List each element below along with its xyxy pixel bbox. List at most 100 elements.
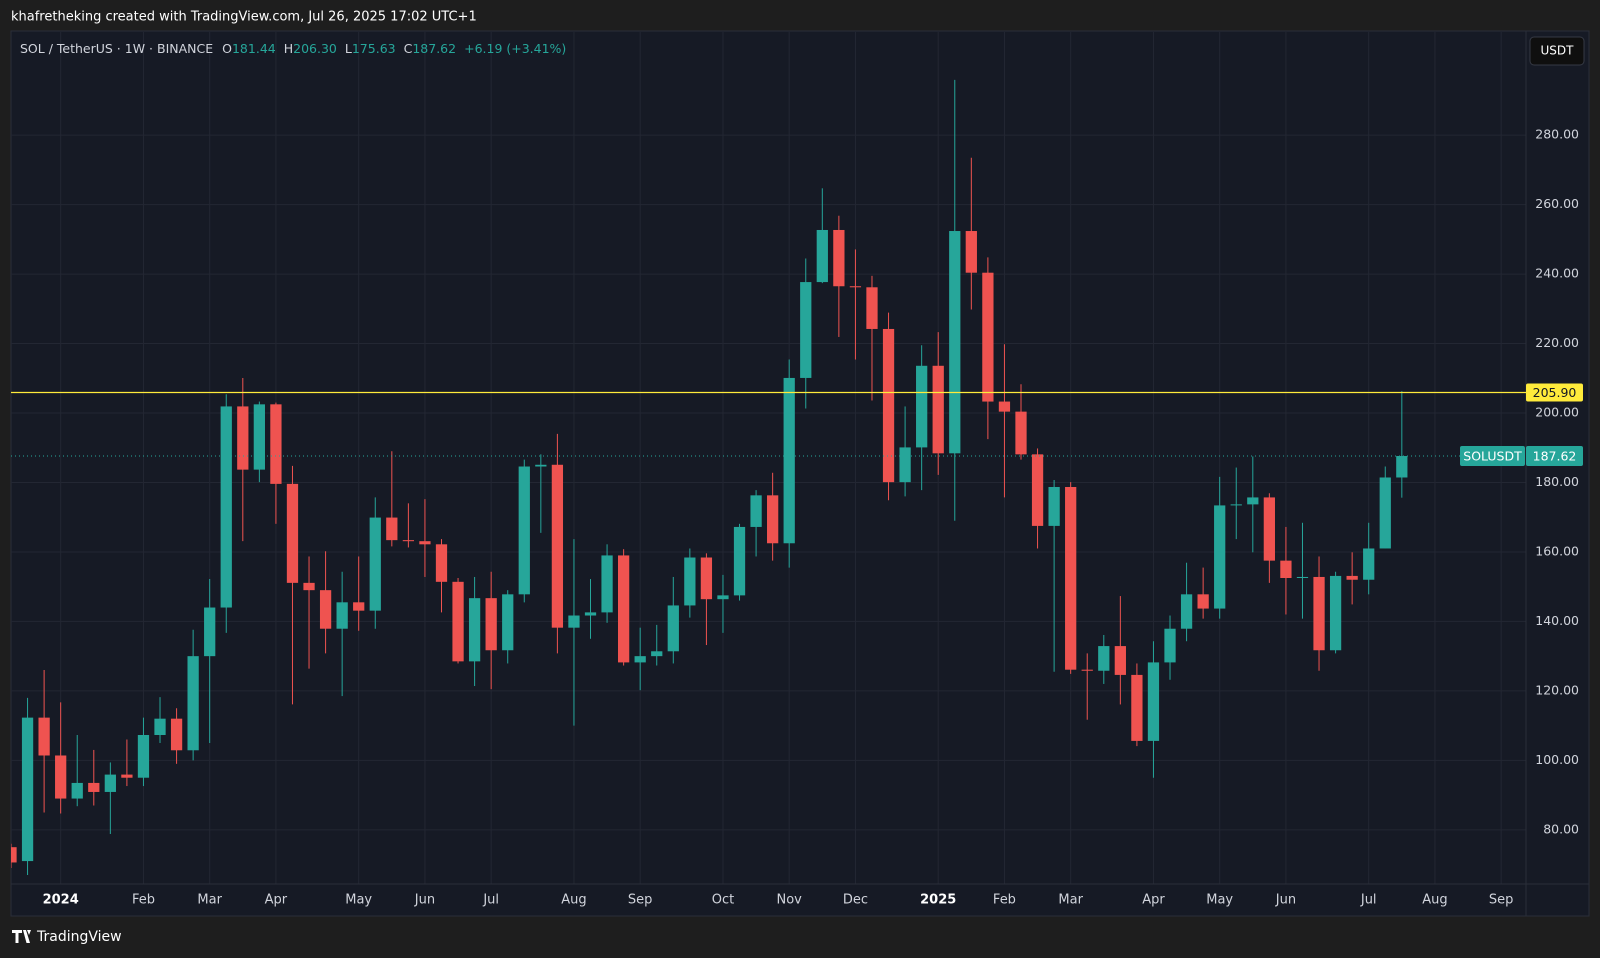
candle-body (882, 328, 895, 483)
brand: TradingView (36, 929, 122, 945)
candle-body (187, 656, 199, 751)
candle-body (767, 495, 779, 544)
candle-body (1263, 497, 1275, 561)
currency-label[interactable]: USDT (1541, 44, 1575, 58)
candle-body (1346, 575, 1358, 580)
candle-body (1396, 456, 1408, 478)
candle-body (468, 598, 481, 662)
candle-body (353, 602, 365, 611)
candle-body (104, 774, 116, 792)
candle-body (518, 466, 530, 595)
y-tick-label: 100.00 (1535, 752, 1579, 767)
candle-body (651, 651, 663, 657)
candle-body (1147, 662, 1160, 741)
x-tick-label: Aug (561, 893, 586, 908)
candle-body (1131, 674, 1143, 741)
candle-body (684, 557, 696, 606)
candle-body (1065, 487, 1077, 670)
candle-body (899, 447, 911, 483)
x-tick-label: Jun (1275, 893, 1296, 908)
candle-body (154, 718, 166, 735)
x-tick-label: Dec (843, 893, 868, 908)
candle-body (286, 483, 299, 583)
candle-body (982, 272, 994, 402)
legend-value: 181.44 (232, 41, 276, 56)
candle-body (336, 602, 348, 629)
x-tick-label: 2025 (920, 893, 956, 908)
candle-body (1280, 560, 1292, 579)
logo-mark (12, 930, 31, 943)
candle-body (137, 734, 150, 778)
ohlc-legend: SOL / TetherUS · 1W · BINANCE O181.44 H206… (20, 41, 566, 56)
legend-key: L (345, 41, 352, 56)
candle-body (1230, 504, 1242, 506)
candle-body (916, 365, 928, 448)
candle-body (833, 229, 845, 287)
y-tick-label: 80.00 (1543, 821, 1579, 836)
x-tick-label: Jul (482, 893, 499, 908)
chart-panel (10, 30, 1590, 917)
candle-body (634, 656, 646, 663)
candle-body (717, 595, 729, 600)
axes: 80.00 100.00 120.00 140.00 160.00 180.00 200.0… (43, 127, 1579, 908)
y-tick-label: 200.00 (1535, 405, 1579, 420)
candle-body (1015, 411, 1027, 455)
y-tick-label: 220.00 (1535, 335, 1579, 350)
symbol-title: SOL / TetherUS · 1W · BINANCE (20, 41, 213, 56)
currency-button[interactable] (1529, 36, 1585, 66)
y-tick-label: 140.00 (1535, 613, 1579, 628)
candle-body (303, 582, 315, 591)
candle-body (1081, 669, 1093, 671)
candle-body (1114, 646, 1126, 675)
candle-body (369, 517, 381, 611)
candle-body (38, 717, 50, 756)
candle-body (535, 464, 547, 467)
x-tick-label: Nov (777, 893, 803, 908)
y-tick-label: 260.00 (1535, 196, 1579, 211)
candle-body (1098, 646, 1110, 671)
legend-value: 187.62 (412, 41, 456, 56)
caption: khafretheking created with TradingView.c… (11, 10, 477, 25)
candle-body (419, 541, 431, 545)
y-tick-label: 280.00 (1535, 127, 1579, 142)
x-tick-label: Mar (1058, 893, 1083, 908)
x-tick-label: Apr (265, 893, 288, 908)
legend-key: H (284, 41, 293, 56)
x-tick-label: 2024 (43, 893, 79, 908)
y-tick-label: 160.00 (1535, 543, 1579, 558)
candle-body (617, 555, 630, 663)
candle-body (319, 590, 332, 629)
candle-body (667, 605, 679, 652)
x-tick-label: Oct (712, 893, 734, 908)
legend-change: +6.19 (+3.41%) (464, 41, 566, 56)
candle-body (121, 774, 133, 778)
candle-body (932, 365, 944, 454)
x-tick-label: Sep (628, 893, 653, 908)
x-tick-label: Feb (132, 893, 155, 908)
candle-body (965, 231, 977, 273)
candle-body (866, 287, 878, 329)
candle-body (1313, 576, 1325, 651)
level-label-box (1526, 383, 1583, 402)
candle-body (998, 401, 1011, 412)
candle-body (1164, 628, 1176, 663)
x-tick-label: Aug (1422, 893, 1447, 908)
candle-body (253, 404, 265, 470)
candle-body (584, 612, 597, 616)
legend-value: 206.30 (293, 41, 337, 56)
candle-body (1214, 505, 1226, 609)
x-tick-label: Feb (993, 893, 1016, 908)
symbol-label-box (1460, 446, 1525, 467)
candle-body (204, 607, 216, 657)
candle-body (816, 229, 828, 283)
legend-value: 175.63 (352, 41, 396, 56)
candle-body (1379, 477, 1391, 549)
candle-body (568, 615, 580, 628)
candle-body (88, 782, 100, 792)
candle-body (700, 557, 713, 600)
x-tick-label: Jun (414, 893, 435, 908)
candle-body (502, 594, 514, 651)
candle-body (270, 404, 282, 484)
